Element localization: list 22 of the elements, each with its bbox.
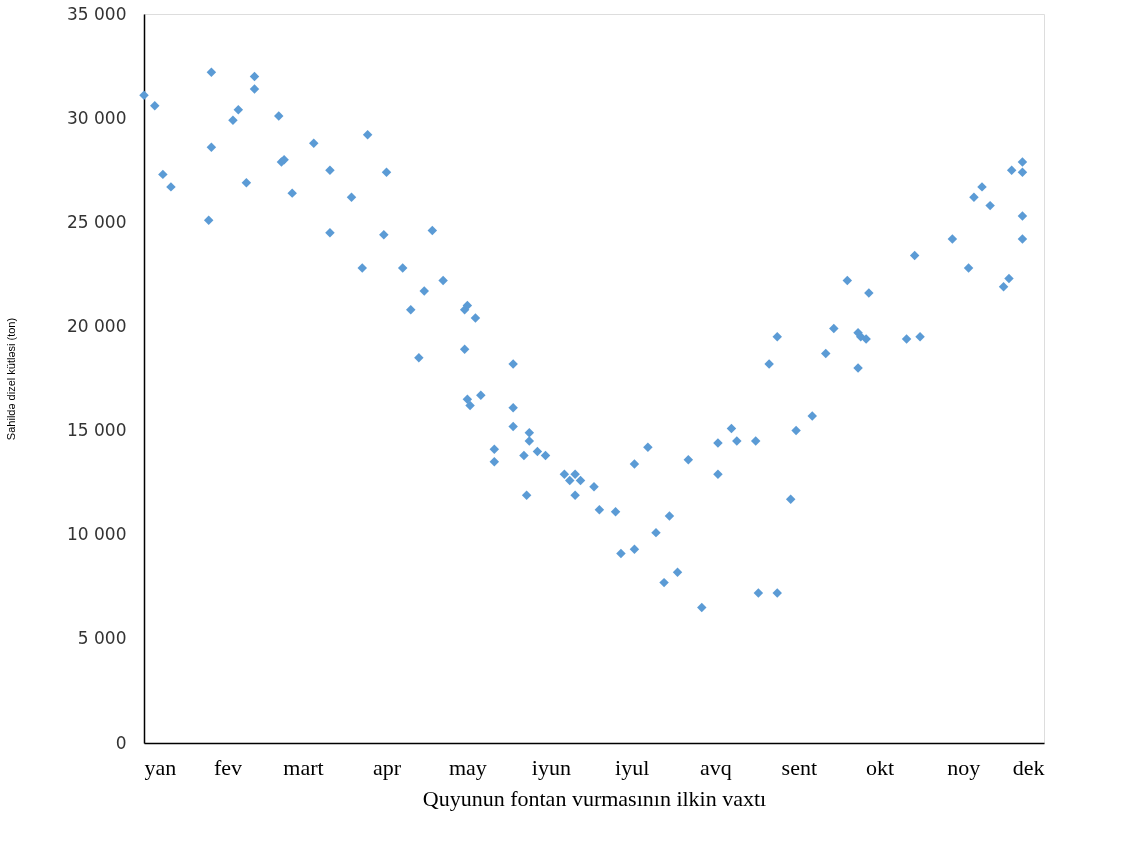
y-tick-label: 35 000 (67, 3, 127, 24)
y-tick-label: 15 000 (67, 420, 127, 441)
x-tick-label: may (448, 754, 487, 780)
x-tick-label: fev (213, 754, 243, 780)
y-axis-title: Sahildə dizel kütləsi (ton) (5, 317, 18, 441)
y-tick-label: 5 000 (77, 628, 127, 649)
x-tick-label: mart (283, 754, 324, 780)
y-tick-label: 25 000 (67, 211, 127, 232)
y-tick-label: 20 000 (67, 315, 127, 336)
x-tick-label: apr (372, 754, 402, 780)
y-tick-label: 30 000 (67, 107, 127, 128)
y-tick-label: 0 (115, 732, 127, 753)
x-tick-label: noy (947, 754, 981, 780)
x-tick-label: sent (781, 754, 818, 780)
x-tick-label: dek (1012, 754, 1045, 780)
x-axis-title: Quyunun fontan vurmasının ilkin vaxtı (422, 785, 767, 811)
x-tick-label: avq (699, 754, 732, 780)
x-tick-label: yan (144, 754, 177, 780)
x-tick-label: iyun (531, 754, 571, 780)
y-tick-label: 10 000 (67, 524, 127, 545)
x-tick-label: iyul (615, 754, 650, 780)
x-tick-label: okt (866, 754, 895, 780)
